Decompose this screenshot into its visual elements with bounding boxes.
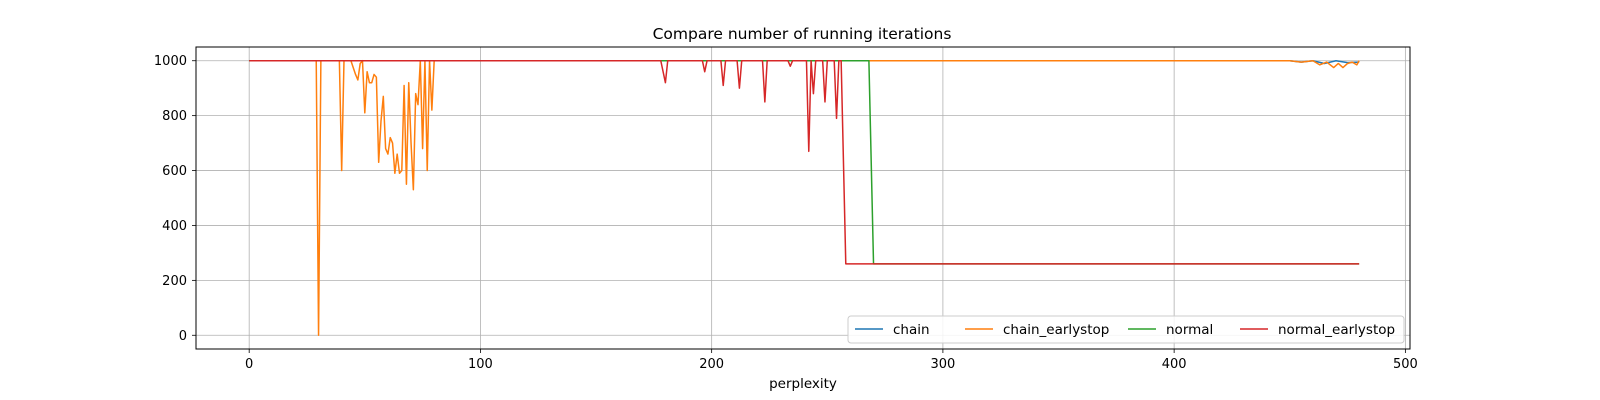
series-line-chain-earlystop [249, 59, 1360, 337]
plot-frame [195, 46, 1411, 350]
y-tick-label: 1000 [154, 54, 187, 69]
series-lines [249, 59, 1360, 337]
y-tick-label: 800 [162, 109, 187, 124]
axis-ticks: 0 100 200 300 400 500 0 200 400 600 800 1000 [154, 54, 1418, 372]
legend: chain chain_earlystop normal normal_earlyst… [847, 315, 1405, 344]
chart-title: Compare number of running iterations [653, 25, 952, 43]
y-tick-label: 0 [179, 329, 187, 344]
x-tick-label: 200 [699, 357, 724, 372]
legend-label: chain_earlystop [1003, 322, 1109, 338]
x-tick-label: 500 [1393, 357, 1418, 372]
y-tick-label: 600 [162, 164, 187, 179]
legend-label: chain [893, 322, 930, 338]
x-tick-label: 300 [930, 357, 955, 372]
x-tick-label: 400 [1162, 357, 1187, 372]
x-tick-label: 100 [468, 357, 493, 372]
legend-frame [847, 315, 1405, 344]
y-tick-label: 400 [162, 219, 187, 234]
legend-label: normal_earlystop [1278, 322, 1395, 338]
legend-label: normal [1166, 322, 1213, 338]
series-line-normal-earlystop [249, 59, 1360, 265]
y-tick-label: 200 [162, 274, 187, 289]
x-axis-label: perplexity [769, 376, 837, 392]
x-tick-label: 0 [245, 357, 253, 372]
